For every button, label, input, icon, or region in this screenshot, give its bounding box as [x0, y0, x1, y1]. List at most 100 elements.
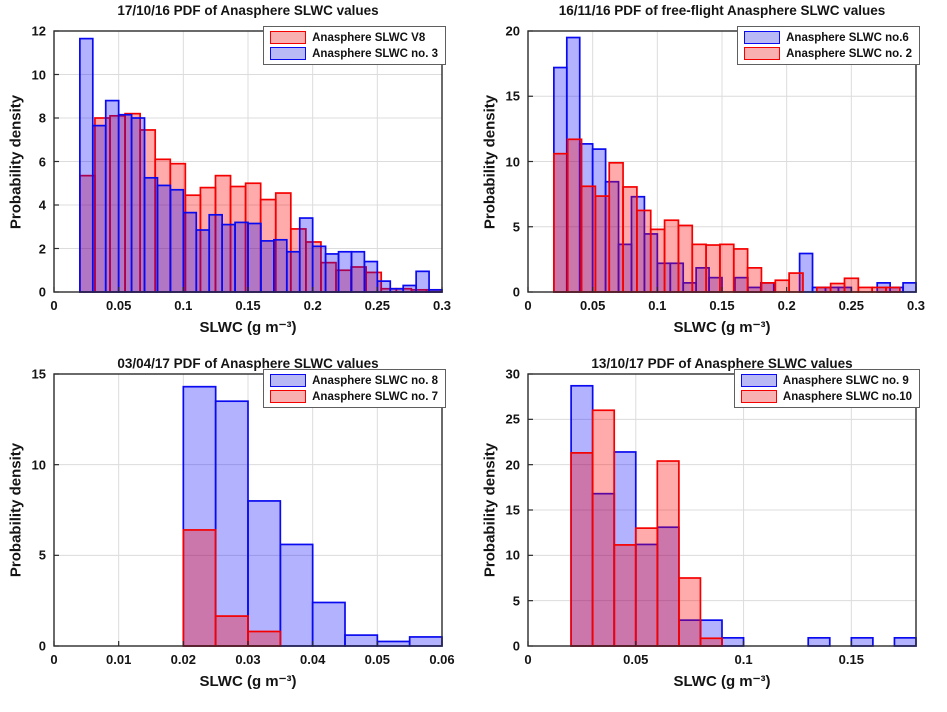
histogram-bar	[705, 244, 721, 293]
histogram-bar	[807, 636, 831, 647]
histogram-bar	[746, 267, 763, 293]
legend-label: Anasphere SLWC V8	[312, 31, 426, 44]
histogram-bar	[719, 243, 735, 293]
histogram-bar	[677, 224, 694, 293]
histogram-bar	[699, 637, 723, 647]
legend-swatch-red	[270, 390, 307, 403]
histogram-bar	[678, 577, 702, 647]
histogram-bar	[195, 229, 211, 293]
histogram-bar	[182, 529, 217, 647]
x-tick-label: 0.1	[174, 298, 193, 313]
legend-swatch-red	[744, 47, 781, 60]
legend-swatch-red	[270, 31, 307, 44]
legend-row: Anasphere SLWC no. 7	[270, 390, 438, 403]
y-tick-label: 5	[512, 593, 520, 609]
y-tick-label: 10	[505, 547, 520, 563]
histogram-bar	[182, 211, 198, 293]
histogram-bar	[636, 209, 652, 293]
y-tick-label: 10	[31, 67, 46, 82]
histogram-bar	[691, 243, 707, 293]
histogram-bar	[656, 460, 680, 647]
x-tick-label: 0.05	[106, 298, 132, 313]
histogram-bar	[649, 228, 666, 293]
histogram-bar	[208, 213, 223, 293]
legend-label: Anasphere SLWC no. 7	[312, 390, 438, 403]
histogram-bar	[285, 250, 301, 293]
x-tick-label: 0	[524, 652, 532, 667]
histogram-bar	[311, 601, 346, 647]
histogram-bar	[130, 117, 146, 293]
x-tick-label: 0.3	[432, 298, 452, 313]
y-tick-label: 20	[505, 23, 520, 39]
histogram-bar	[788, 272, 804, 293]
y-tick-label: 15	[31, 366, 46, 382]
y-tick-label: 6	[38, 154, 46, 169]
subplot-title: 03/04/17 PDF of Anasphere SLWC values	[117, 356, 379, 371]
x-tick-label: 0.02	[170, 652, 196, 667]
axes-border	[53, 30, 443, 293]
histogram-bar	[376, 280, 392, 293]
axes-border	[53, 373, 443, 647]
subplot-title: 13/10/17 PDF of Anasphere SLWC values	[591, 356, 853, 371]
plot-area	[527, 30, 917, 293]
y-tick-label: 4	[38, 197, 46, 213]
legend-row: Anasphere SLWC no. 3	[270, 47, 438, 60]
legend-swatch-red	[740, 390, 777, 403]
subplot-bottom-right: 13/10/17 PDF of Anasphere SLWC values Pr…	[474, 356, 947, 712]
x-tick-label: 0.05	[580, 298, 606, 313]
subplot-title: 17/10/16 PDF of Anasphere SLWC values	[117, 3, 379, 18]
legend-row: Anasphere SLWC no.10	[740, 390, 912, 403]
histogram-bar	[732, 248, 749, 293]
y-tick-label: 5	[38, 547, 46, 563]
histogram-bar	[608, 161, 624, 293]
histogram-bar	[156, 184, 172, 293]
legend-row: Anasphere SLWC no. 8	[270, 374, 438, 387]
plot-area	[53, 30, 443, 293]
histogram-bar	[143, 176, 159, 293]
subplot-title: 16/11/16 PDF of free-flight Anasphere SL…	[558, 3, 886, 18]
legend: Anasphere SLWC no.6 Anasphere SLWC no. 2	[737, 26, 920, 65]
histogram-bar	[279, 543, 314, 647]
x-tick-label: 0.04	[300, 652, 326, 667]
histogram-bar	[260, 240, 275, 293]
histogram-bar	[247, 222, 262, 293]
legend-label: Anasphere SLWC no. 2	[786, 47, 912, 60]
legend-label: Anasphere SLWC no.6	[786, 31, 909, 44]
x-tick-label: 0	[524, 298, 532, 313]
x-tick-label: 0.2	[303, 298, 322, 313]
x-tick-label: 0.3	[906, 298, 926, 313]
y-tick-label: 10	[505, 154, 520, 169]
y-tick-label: 20	[505, 457, 520, 473]
histogram-bar	[324, 253, 340, 293]
histogram-bar	[760, 282, 777, 293]
histogram-bar	[622, 186, 638, 293]
histogram-bar	[570, 452, 594, 647]
histogram-bar	[104, 99, 120, 293]
legend-swatch-blue	[744, 31, 781, 44]
histogram-bar	[553, 152, 569, 293]
y-tick-label: 15	[505, 88, 520, 104]
histogram-bar	[594, 195, 611, 293]
histogram-bar	[117, 113, 133, 293]
x-tick-label: 0.1	[648, 298, 667, 313]
legend: Anasphere SLWC V8 Anasphere SLWC no. 3	[263, 26, 446, 65]
histogram-bar	[850, 636, 874, 647]
y-tick-label: 0	[512, 638, 520, 654]
y-tick-label: 5	[512, 219, 520, 235]
histogram-bar	[663, 219, 680, 293]
subplot-top-right: 16/11/16 PDF of free-flight Anasphere SL…	[474, 0, 947, 356]
histogram-bar	[408, 636, 443, 647]
x-tick-label: 0.2	[777, 298, 796, 313]
y-tick-label: 12	[31, 23, 46, 39]
y-tick-label: 0	[38, 284, 46, 300]
axes-border	[527, 30, 917, 293]
histogram-bar	[344, 634, 379, 647]
histogram-bar	[591, 409, 616, 647]
histogram-bar	[91, 124, 107, 293]
y-tick-label: 30	[505, 366, 520, 382]
histogram-bar	[311, 245, 327, 293]
histogram-bar	[234, 221, 249, 293]
subplot-top-left: 17/10/16 PDF of Anasphere SLWC values Pr…	[0, 0, 473, 356]
histogram-bar	[402, 284, 417, 293]
